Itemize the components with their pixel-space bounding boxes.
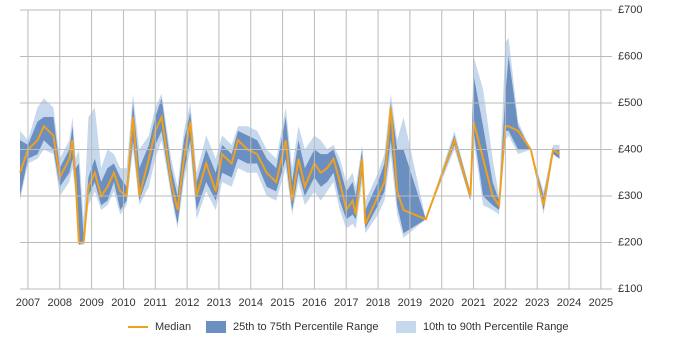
x-tick-label: 2025 bbox=[589, 297, 613, 309]
legend-item: 25th to 75th Percentile Range bbox=[206, 321, 379, 333]
x-tick-label: 2011 bbox=[143, 297, 167, 309]
y-tick-label: £100 bbox=[618, 283, 642, 295]
x-tick-label: 2015 bbox=[270, 297, 294, 309]
x-tick-label: 2019 bbox=[398, 297, 422, 309]
x-tick-label: 2012 bbox=[175, 297, 199, 309]
legend-label: 10th to 90th Percentile Range bbox=[423, 321, 569, 333]
x-tick-label: 2021 bbox=[461, 297, 485, 309]
x-tick-label: 2022 bbox=[493, 297, 517, 309]
x-tick-label: 2017 bbox=[334, 297, 358, 309]
y-tick-label: £700 bbox=[618, 4, 642, 16]
x-tick-label: 2013 bbox=[207, 297, 231, 309]
x-tick-label: 2014 bbox=[239, 297, 263, 309]
x-tick-label: 2016 bbox=[302, 297, 326, 309]
legend-label: Median bbox=[155, 321, 191, 333]
legend-item: Median bbox=[128, 321, 191, 333]
x-tick-label: 2007 bbox=[16, 297, 40, 309]
y-tick-label: £300 bbox=[618, 190, 642, 202]
x-tick-label: 2008 bbox=[48, 297, 72, 309]
x-tick-label: 2009 bbox=[79, 297, 103, 309]
x-tick-label: 2010 bbox=[111, 297, 135, 309]
x-tick-label: 2020 bbox=[429, 297, 453, 309]
y-tick-label: £400 bbox=[618, 143, 642, 155]
legend-swatch bbox=[206, 321, 226, 333]
x-tick-label: 2018 bbox=[366, 297, 390, 309]
y-tick-label: £200 bbox=[618, 236, 642, 248]
legend-item: 10th to 90th Percentile Range bbox=[396, 321, 569, 333]
legend-swatch bbox=[396, 321, 416, 333]
x-tick-label: 2024 bbox=[557, 297, 581, 309]
x-tick-label: 2023 bbox=[525, 297, 549, 309]
legend-label: 25th to 75th Percentile Range bbox=[233, 321, 379, 333]
y-tick-label: £500 bbox=[618, 97, 642, 109]
y-tick-label: £600 bbox=[618, 50, 642, 62]
